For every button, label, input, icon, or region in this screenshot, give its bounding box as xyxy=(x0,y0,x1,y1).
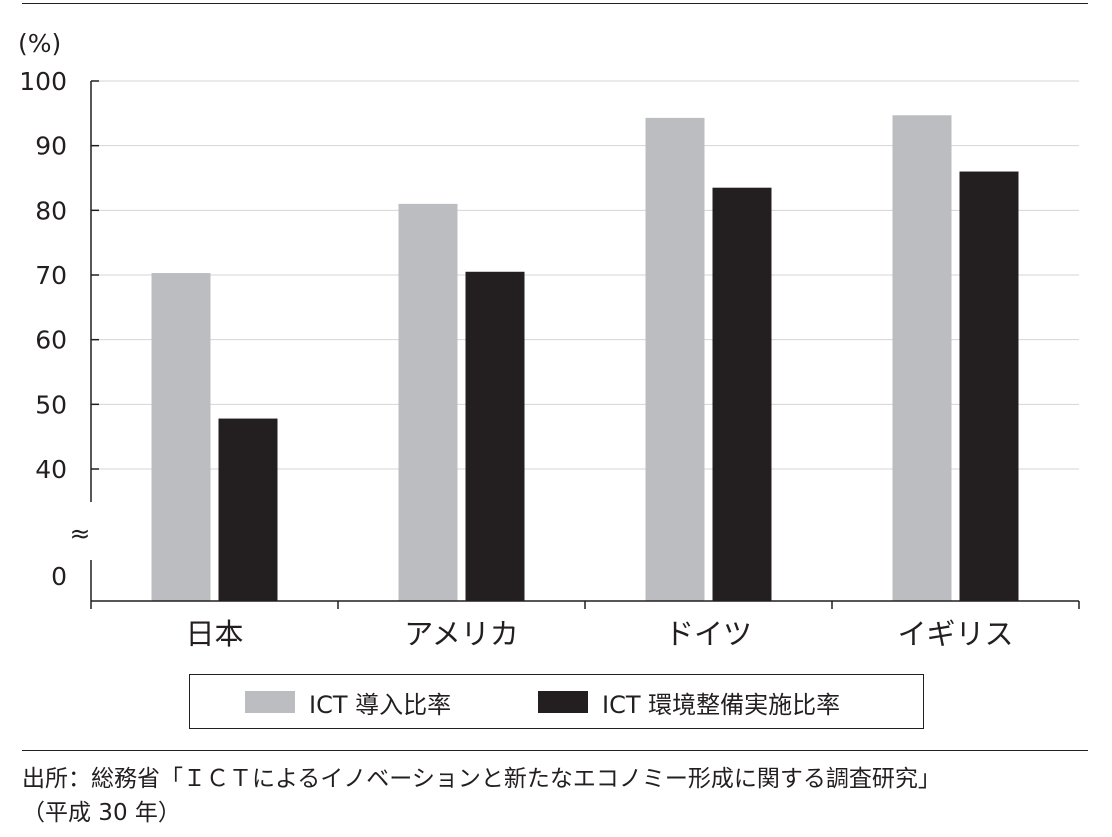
x-category-label: 日本 xyxy=(185,617,243,651)
bar xyxy=(151,273,211,601)
bar xyxy=(959,171,1019,602)
legend-item-ict-adoption: ICT 導入比率 xyxy=(245,687,452,719)
y-tick-label: 90 xyxy=(35,132,67,161)
bar xyxy=(892,115,952,602)
legend-label-ict-adoption: ICT 導入比率 xyxy=(309,690,452,719)
y-tick-label: 80 xyxy=(35,196,67,225)
source-line-2: （平成 30 年） xyxy=(22,800,181,826)
x-category-label: ドイツ xyxy=(665,617,752,651)
bottom-rule xyxy=(22,750,1088,751)
x-category-label: イギリス xyxy=(897,617,1013,651)
y-tick-label: 40 xyxy=(35,455,67,484)
bar xyxy=(398,203,458,601)
bar xyxy=(645,117,705,602)
axis-break-symbol: ≈ xyxy=(70,519,91,548)
bar xyxy=(218,418,278,601)
top-rule xyxy=(22,3,1088,4)
bar-chart: ≈0 40 50 60 70 80 90 100 (%) 日本 アメリカ ドイツ イギリス xyxy=(18,29,1080,651)
y-tick-label: 50 xyxy=(35,390,67,419)
y-unit-label: (%) xyxy=(18,29,61,58)
bar xyxy=(465,271,525,601)
legend-swatch-ict-adoption xyxy=(245,691,295,713)
y-tick-label: 70 xyxy=(35,261,67,290)
x-category-label: アメリカ xyxy=(404,617,519,651)
y-tick-label: 60 xyxy=(35,326,67,355)
y-tick-label: 100 xyxy=(19,67,67,96)
y-tick-label: 0 xyxy=(51,562,67,591)
bar xyxy=(712,187,772,601)
legend-item-ict-environment: ICT 環境整備実施比率 xyxy=(538,687,841,719)
source-line-1: 出所：総務省「ＩＣＴによるイノベーションと新たなエコノミー形成に関する調査研究」 xyxy=(22,766,941,792)
legend-swatch-ict-environment xyxy=(538,691,588,713)
legend: ICT 導入比率 ICT 環境整備実施比率 xyxy=(189,674,924,729)
legend-label-ict-environment: ICT 環境整備実施比率 xyxy=(602,690,841,719)
source-note: 出所：総務省「ＩＣＴによるイノベーションと新たなエコノミー形成に関する調査研究」… xyxy=(22,762,941,830)
